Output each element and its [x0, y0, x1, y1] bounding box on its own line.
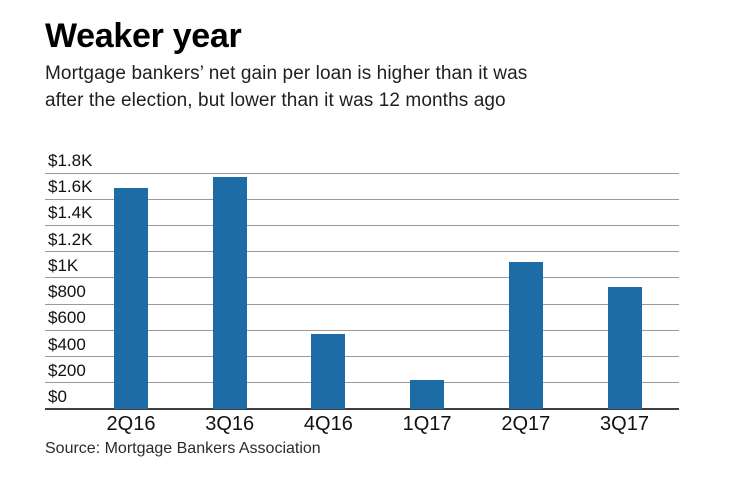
- x-axis-label: 2Q16: [106, 413, 156, 435]
- y-axis-tick-label: $1.4K: [48, 203, 93, 223]
- gridline: [45, 198, 679, 200]
- y-axis-tick-label: $200: [48, 360, 86, 380]
- chart-subtitle: Mortgage bankers’ net gain per loan is h…: [45, 60, 527, 114]
- y-axis-tick-label: $1.2K: [48, 229, 93, 249]
- x-axis-label: 4Q16: [303, 413, 353, 435]
- x-axis-line: [45, 408, 679, 410]
- bar-2q17: [508, 261, 543, 409]
- x-axis-label: 3Q17: [600, 413, 649, 435]
- y-axis-tick-label: $1.6K: [48, 177, 93, 197]
- x-axis-label: 3Q16: [205, 413, 255, 435]
- y-axis-tick-label: $800: [48, 282, 86, 302]
- bar-3q17: [607, 287, 642, 409]
- y-axis-tick-label: $1.8K: [48, 151, 93, 170]
- y-axis-tick-label: $1K: [48, 255, 79, 275]
- gridline: [45, 277, 679, 279]
- bar-2q16: [114, 187, 148, 409]
- x-axis-label: 1Q17: [402, 413, 452, 435]
- bar-3q16: [212, 176, 247, 409]
- gridline: [45, 172, 679, 174]
- gridline: [45, 303, 679, 305]
- subtitle-line-1: Mortgage bankers’ net gain per loan is h…: [45, 63, 528, 84]
- subtitle-line-2: after the election, but lower than it wa…: [45, 90, 506, 111]
- y-axis-tick-label: $600: [48, 308, 86, 328]
- chart-title: Weaker year: [45, 17, 242, 55]
- source-note: Source: Mortgage Bankers Association: [45, 440, 321, 457]
- y-axis-tick-label: $0: [48, 387, 67, 406]
- gridline: [45, 251, 679, 253]
- bar-1q17: [410, 379, 445, 409]
- gridline: [45, 356, 679, 358]
- bar-4q16: [311, 333, 346, 409]
- gridline: [45, 224, 679, 226]
- gridline: [45, 329, 679, 331]
- x-axis-label: 2Q17: [501, 413, 551, 435]
- y-axis-tick-label: $400: [48, 334, 86, 354]
- gridline: [45, 382, 679, 384]
